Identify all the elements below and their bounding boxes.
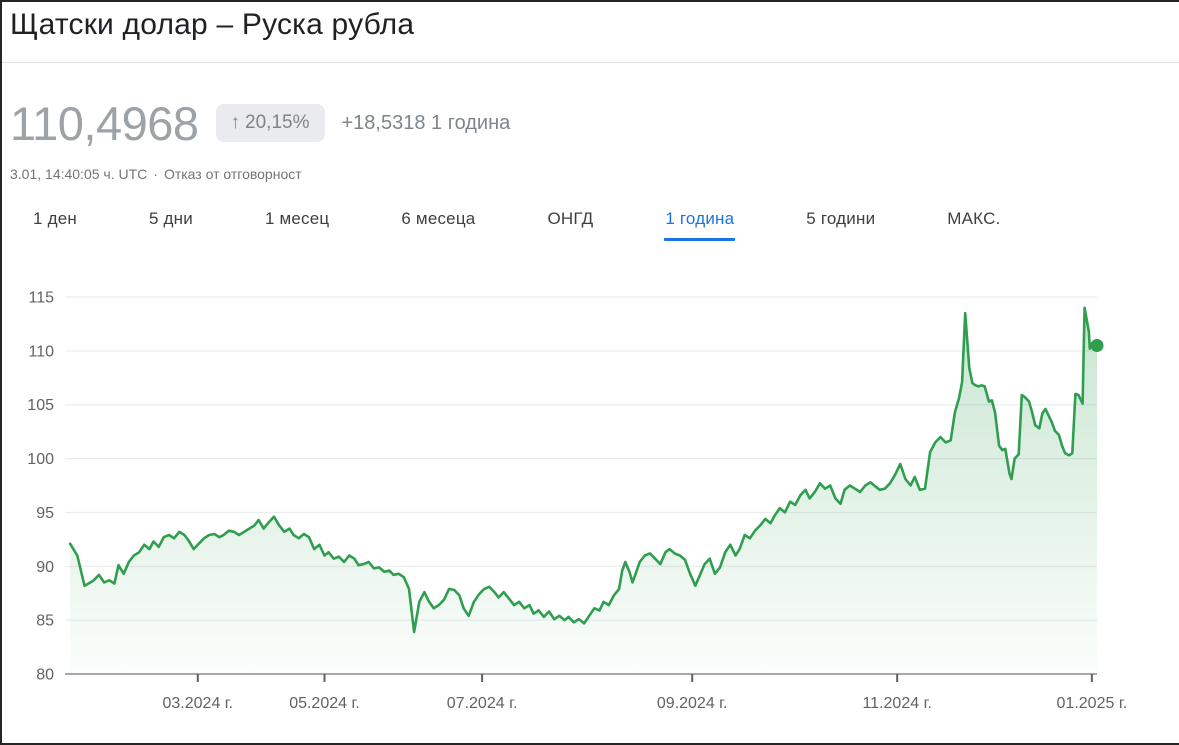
y-tick-label: 100 (27, 451, 54, 468)
chart-canvas[interactable]: 80 85 90 95 100 105 110 115 03.2024 г. 05.2024 г.… (2, 270, 1179, 730)
tab-ytd[interactable]: ОНГД (546, 209, 594, 241)
y-tick-label: 85 (36, 613, 54, 630)
x-tick-label: 01.2025 г. (1057, 695, 1128, 712)
change-percent-value: 20,15% (245, 111, 310, 133)
x-tick-label: 09.2024 г. (657, 695, 728, 712)
price-chart[interactable]: 80 85 90 95 100 105 110 115 03.2024 г. 05.2024 г.… (2, 270, 1179, 730)
y-tick-label: 110 (28, 343, 54, 360)
y-tick-label: 105 (27, 397, 54, 414)
header-divider (2, 62, 1179, 63)
tab-6-months[interactable]: 6 месеца (400, 209, 476, 241)
tab-1-year[interactable]: 1 година (664, 209, 736, 241)
tab-1-month[interactable]: 1 месец (264, 209, 330, 241)
change-absolute: +18,5318 1 година (341, 111, 511, 134)
x-tick-label: 05.2024 г. (289, 695, 360, 712)
area-fill (70, 307, 1098, 674)
change-percent-badge: ↑ 20,15% (215, 103, 325, 143)
meta-separator: · (153, 166, 158, 182)
y-tick-label: 95 (36, 505, 54, 522)
y-tick-label: 115 (28, 290, 54, 307)
y-tick-label: 80 (36, 667, 54, 684)
tab-5-years[interactable]: 5 години (805, 209, 876, 241)
time-range-tabs: 1 ден 5 дни 1 месец 6 месеца ОНГД 1 годи… (32, 209, 1002, 241)
tab-max[interactable]: МАКС. (946, 209, 1001, 241)
end-point-dot (1090, 339, 1104, 353)
x-tick-label: 11.2024 г. (862, 695, 931, 712)
current-price: 110,4968 (10, 96, 199, 150)
tab-1-day[interactable]: 1 ден (32, 209, 78, 241)
price-line (68, 306, 1099, 634)
y-tick-label: 90 (36, 559, 54, 576)
x-tick-label: 03.2024 г. (163, 695, 234, 712)
price-row: 110,4968 ↑ 20,15% +18,5318 1 година (10, 97, 510, 149)
quote-meta-row: 3.01, 14:40:05 ч. UTC · Отказ от отговор… (10, 166, 302, 182)
x-tick-label: 07.2024 г. (447, 695, 518, 712)
tab-5-days[interactable]: 5 дни (148, 209, 194, 241)
timestamp: 3.01, 14:40:05 ч. UTC (10, 166, 148, 182)
disclaimer-link[interactable]: Отказ от отговорност (163, 166, 302, 182)
up-arrow-icon: ↑ (230, 111, 241, 133)
page-title: Щатски долар – Руска рубла (10, 8, 415, 41)
